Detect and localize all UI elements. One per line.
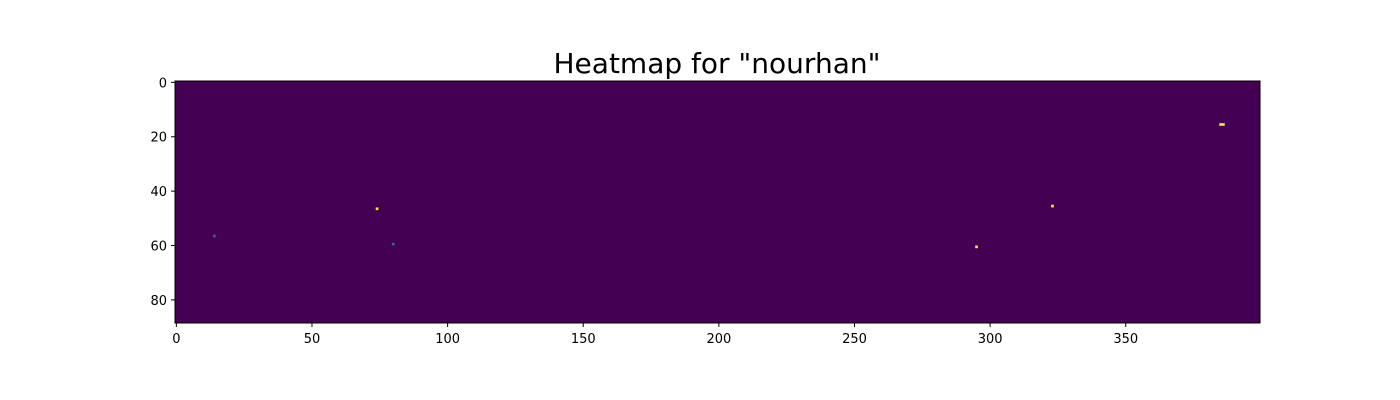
y-tick-label-1: 20	[150, 131, 167, 146]
x-tick-label-3: 150	[571, 332, 596, 347]
y-tick-label-4: 80	[150, 294, 167, 309]
y-tick-label-3: 60	[150, 240, 167, 255]
heatmap-cell-1	[375, 207, 379, 211]
chart-title: Heatmap for "nourhan"	[554, 47, 881, 80]
heatmap-cell-6	[1222, 123, 1225, 126]
heatmap-cell-5	[1219, 123, 1223, 126]
heatmap-cells	[212, 123, 1225, 249]
x-tick-label-6: 300	[978, 332, 1003, 347]
y-axis: 0 20 40 60 80	[150, 76, 175, 309]
x-tick-label-1: 50	[304, 332, 321, 347]
plot-area	[174, 80, 1261, 324]
x-axis: 0 50 100 150 200 250 300 350	[172, 323, 1138, 347]
heatmap-cell-4	[1051, 204, 1054, 208]
heatmap-cell-0	[212, 234, 216, 238]
x-tick-label-5: 250	[842, 332, 867, 347]
x-tick-label-7: 350	[1113, 332, 1138, 347]
y-tick-label-0: 0	[159, 76, 167, 91]
heatmap-background	[175, 81, 1260, 323]
y-tick-label-2: 40	[150, 185, 167, 200]
plot-frame	[174, 80, 1261, 324]
x-tick-label-2: 100	[435, 332, 460, 347]
x-tick-label-4: 200	[706, 332, 731, 347]
heatmap-cell-3	[975, 245, 978, 249]
x-tick-label-0: 0	[172, 332, 180, 347]
heatmap-cell-2	[392, 242, 395, 246]
